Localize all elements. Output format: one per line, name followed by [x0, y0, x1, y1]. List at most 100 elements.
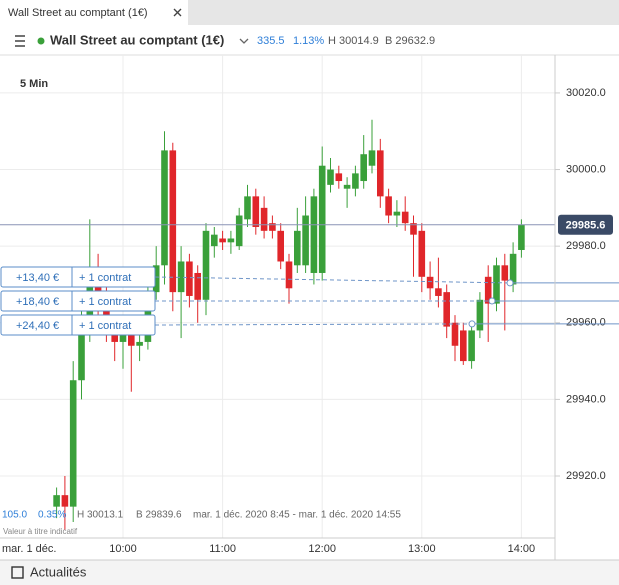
- candle-body: [53, 495, 60, 507]
- position-box[interactable]: [0, 290, 156, 312]
- disclaimer: Valeur à titre indicatif: [3, 527, 78, 536]
- candle-body: [468, 330, 475, 362]
- low: B 29632.9: [385, 35, 435, 47]
- candle-body: [509, 253, 517, 285]
- price-tag: [558, 214, 613, 235]
- position-box[interactable]: [0, 314, 156, 336]
- candle-body: [61, 495, 69, 507]
- menu-icon[interactable]: [15, 35, 25, 47]
- info-text: B 29839.6: [136, 510, 182, 521]
- close-icon[interactable]: [173, 8, 182, 17]
- position-marker: [488, 297, 496, 305]
- candle-body: [285, 261, 293, 289]
- candle-body: [269, 223, 276, 231]
- candle-body: [169, 150, 177, 293]
- position-pnl: +13,40 €: [16, 272, 59, 284]
- candle-body: [310, 196, 318, 273]
- candle-body: [385, 196, 392, 216]
- candle-body: [426, 276, 434, 289]
- candle-body: [111, 330, 118, 342]
- tab[interactable]: [0, 0, 188, 25]
- footer-label[interactable]: Actualités: [30, 564, 87, 579]
- status-dot: [37, 37, 45, 45]
- plot: 29920.0 29940.0 29960.0 29980.0 30000.0 30020…: [0, 55, 619, 555]
- info-text: 105.0: [2, 510, 27, 521]
- candle-body: [302, 215, 309, 266]
- x-tick-label: 10:00: [109, 543, 137, 555]
- candle-body: [69, 380, 77, 507]
- position-size: + 1 contrat: [79, 320, 131, 332]
- candle-body: [352, 173, 359, 189]
- candle-body: [136, 341, 143, 346]
- y-tick-label: 30020.0: [566, 87, 606, 99]
- x-tick-label: 14:00: [508, 543, 536, 555]
- candle-body: [476, 299, 484, 331]
- candle-body: [177, 261, 185, 293]
- date-label: mar. 1 déc.: [2, 543, 56, 555]
- y-tick-label: 29940.0: [566, 393, 606, 405]
- candle-body: [318, 165, 326, 273]
- high: H 30014.9: [328, 35, 379, 47]
- candle-body: [451, 322, 459, 346]
- info-text: mar. 1 déc. 2020 8:45 - mar. 1 déc. 2020…: [193, 510, 401, 521]
- candle-body: [410, 223, 417, 235]
- candle-body: [368, 150, 376, 166]
- tab-title: Wall Street au comptant (1€): [8, 7, 148, 19]
- candle-body: [443, 292, 450, 327]
- footer-bar: [0, 560, 619, 585]
- position-size: + 1 contrat: [79, 272, 131, 284]
- candle-body: [294, 230, 301, 266]
- candle-body: [152, 265, 160, 293]
- x-tick-label: 12:00: [308, 543, 336, 555]
- y-tick-label: 29980.0: [566, 240, 606, 252]
- candle-body: [518, 224, 525, 250]
- candle-body: [418, 230, 426, 277]
- candle-body: [493, 265, 500, 304]
- position-pnl: +24,40 €: [16, 320, 59, 332]
- instrument-name[interactable]: Wall Street au comptant (1€): [50, 32, 224, 47]
- candle-body: [211, 234, 218, 247]
- candle-body: [277, 230, 284, 262]
- candle-body: [343, 184, 351, 189]
- candle-body: [435, 288, 442, 296]
- position-size: + 1 contrat: [79, 296, 131, 308]
- position-line: [154, 276, 511, 284]
- position-box[interactable]: [0, 266, 156, 288]
- news-icon: [11, 566, 24, 579]
- position-line: [154, 323, 473, 326]
- info-text: H 30013.1: [77, 510, 124, 521]
- position-pnl: +18,40 €: [16, 296, 59, 308]
- candle-body: [194, 272, 201, 300]
- candle-body: [360, 154, 367, 182]
- candle-body: [78, 330, 85, 381]
- y-tick-label: 30000.0: [566, 163, 606, 175]
- candle-body: [501, 265, 509, 281]
- change: 335.5: [257, 35, 285, 47]
- y-tick-label: 29920.0: [566, 470, 606, 482]
- position-marker: [468, 320, 476, 328]
- candle-body: [202, 230, 210, 300]
- candle-body: [484, 276, 492, 304]
- candle-body: [401, 211, 409, 224]
- x-tick-label: 13:00: [408, 543, 436, 555]
- position-marker: [506, 279, 514, 287]
- candle-body: [260, 207, 268, 231]
- candle-body: [119, 334, 127, 342]
- change-pct: 1.13%: [293, 35, 324, 47]
- candle-body: [393, 211, 401, 216]
- candle-body: [161, 150, 168, 266]
- price-tag-label: 29985.6: [566, 220, 606, 232]
- x-tick-label: 11:00: [209, 543, 236, 555]
- candle-body: [244, 196, 251, 220]
- interval[interactable]: 5 Min: [20, 78, 48, 90]
- dropdown-icon[interactable]: [239, 38, 249, 44]
- info-text: 0.35%: [38, 510, 66, 521]
- candle-body: [327, 169, 334, 185]
- candle-body: [235, 215, 243, 247]
- candle-body: [219, 238, 226, 243]
- candle-body: [252, 196, 260, 228]
- candle-body: [335, 173, 343, 182]
- candle-body: [186, 261, 193, 296]
